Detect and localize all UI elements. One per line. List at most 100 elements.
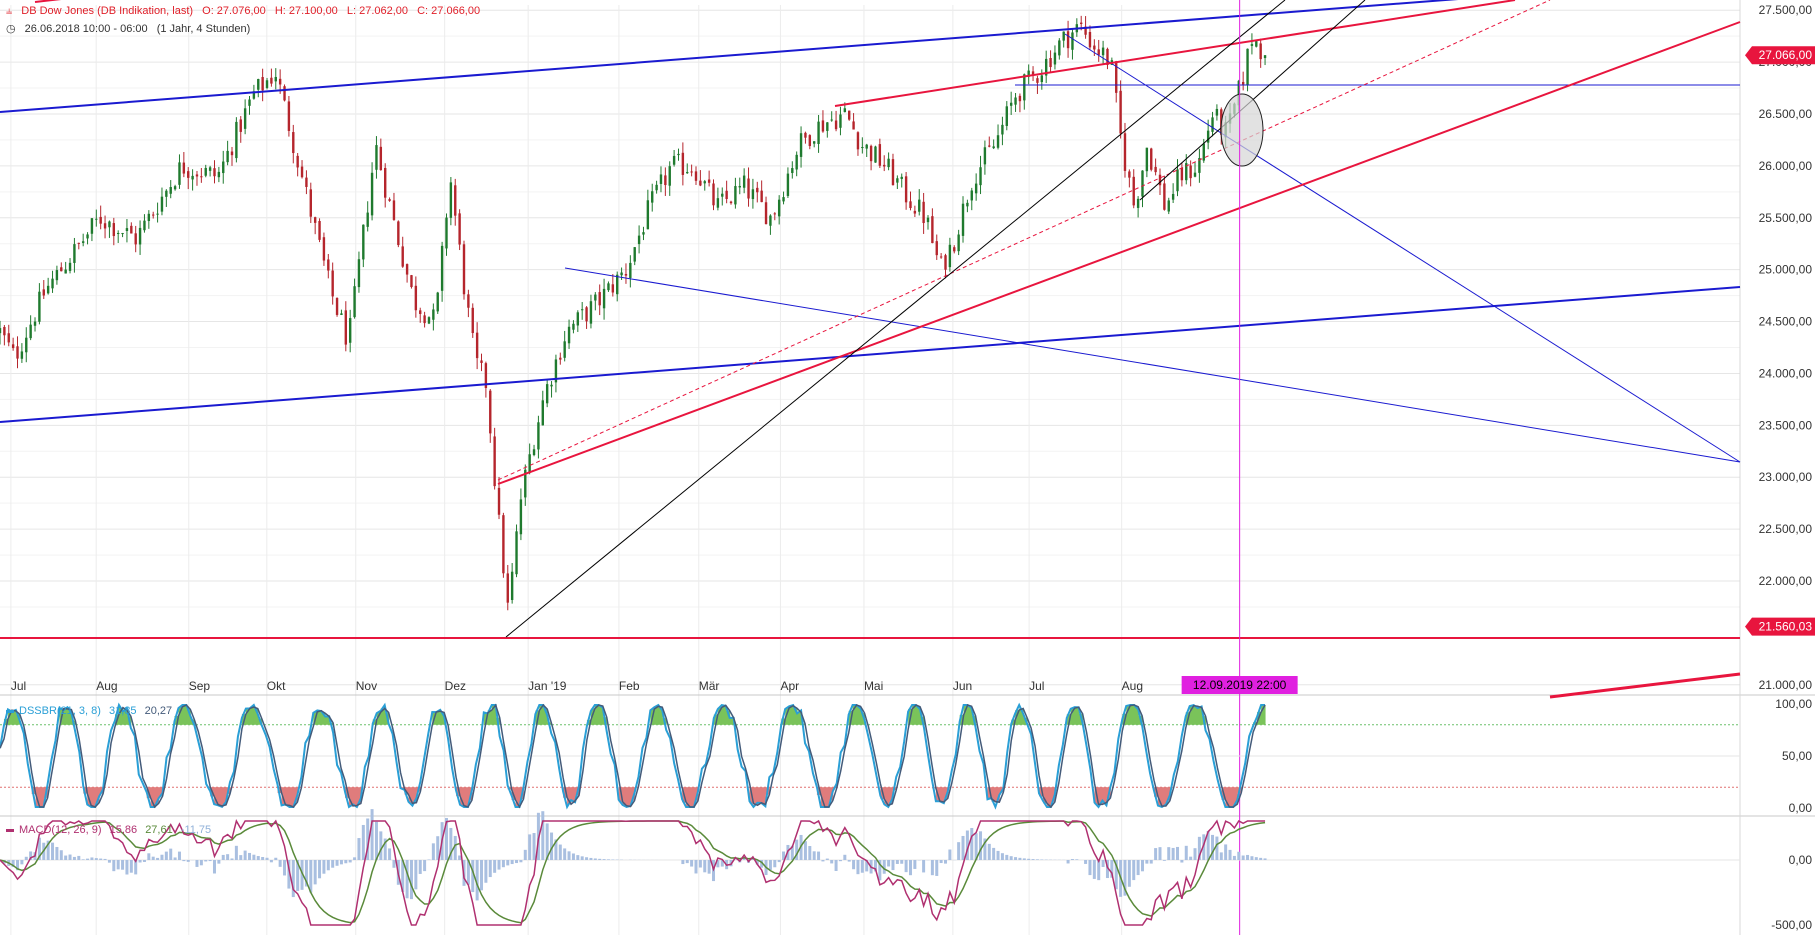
macd-hist-bar xyxy=(11,860,15,868)
candle-body xyxy=(1040,75,1044,83)
macd-legend[interactable]: MACD(12, 26, 9) 15,86 27,61 -11,75 xyxy=(6,824,216,836)
candle-body xyxy=(331,270,334,297)
macd-hist-bar xyxy=(300,860,304,890)
candle-body xyxy=(458,213,461,245)
candle-body xyxy=(388,199,391,201)
stoch-axis-label: 100,00 xyxy=(1775,697,1812,711)
macd-hist-bar xyxy=(55,846,59,860)
candle-body xyxy=(686,171,689,174)
macd-hist-bar xyxy=(475,860,479,901)
stoch-oversold-fill xyxy=(693,787,699,801)
red-dashed-trendline xyxy=(497,0,1551,481)
macd-hist-bar xyxy=(1014,857,1018,860)
macd-hist-bar xyxy=(900,860,904,864)
macd-hist-bar xyxy=(379,831,383,860)
macd-hist-bar xyxy=(690,860,694,867)
macd-hist-bar xyxy=(471,860,475,893)
stoch-oversold-fill xyxy=(408,787,413,804)
stoch-overbought-fill xyxy=(186,709,191,725)
candle-body xyxy=(178,162,181,185)
candle-body xyxy=(1202,143,1205,161)
macd-hist-bar xyxy=(318,860,322,879)
macd-hist-bar xyxy=(1149,860,1153,864)
blue-downtrend-line-2 xyxy=(1064,33,1741,463)
stoch-overbought-fill xyxy=(7,710,13,725)
macd-hist-bar xyxy=(1176,846,1180,860)
macd-hist-bar xyxy=(322,860,326,874)
candle-body xyxy=(484,363,488,388)
x-axis-month-label: Jul xyxy=(11,679,26,693)
candle-body xyxy=(243,108,247,129)
candle-body xyxy=(357,259,361,288)
macd-hist-bar xyxy=(589,857,593,860)
macd-hist-bar xyxy=(112,860,116,872)
macd-hist-bar xyxy=(545,823,549,860)
candle-body xyxy=(620,272,623,276)
candle-body xyxy=(791,168,794,174)
macd-hist-bar xyxy=(983,838,987,860)
chart-type-icon[interactable]: ⫨ xyxy=(6,5,13,17)
stoch-overbought-fill xyxy=(1197,707,1203,725)
stoch-overbought-fill xyxy=(856,706,862,725)
candle-body xyxy=(856,132,860,150)
candle-body xyxy=(944,255,947,270)
candle-body xyxy=(572,323,575,330)
candle-body xyxy=(493,436,496,487)
candle-body xyxy=(1014,97,1017,105)
candle-body xyxy=(1128,171,1131,178)
candle-body xyxy=(1001,124,1004,135)
candle-body xyxy=(248,99,251,106)
red-trendline-below-axis xyxy=(1549,672,1741,699)
candle-body xyxy=(467,294,470,308)
candle-body xyxy=(1193,172,1197,177)
macd-hist-bar xyxy=(563,848,567,860)
macd-hist-bar xyxy=(86,858,90,860)
stoch-oversold-fill xyxy=(690,787,695,807)
candle-body xyxy=(38,291,41,322)
stoch-overbought-fill xyxy=(67,709,72,725)
macd-hist-bar xyxy=(965,830,969,860)
macd-hist-bar xyxy=(580,856,584,860)
macd-hist-bar xyxy=(1088,860,1092,876)
candle-body xyxy=(664,175,667,186)
candle-body xyxy=(1198,157,1201,173)
macd-hist-bar xyxy=(164,851,168,860)
stoch-oversold-fill xyxy=(463,787,469,807)
stoch-overbought-fill xyxy=(658,707,663,725)
stoch-overbought-fill xyxy=(793,708,798,725)
macd-hist-bar xyxy=(129,860,133,873)
candle-body xyxy=(747,178,750,199)
candle-body xyxy=(506,573,509,603)
stoch-overbought-fill xyxy=(797,712,802,725)
macd-hist-bar xyxy=(812,851,816,860)
stoch-oversold-fill xyxy=(622,787,628,806)
macd-hist-bar xyxy=(1136,860,1140,876)
macd-hist-bar xyxy=(283,860,287,876)
macd-hist-bar xyxy=(405,860,409,899)
stoch-oversold-fill xyxy=(816,787,822,796)
candle-body xyxy=(1180,167,1184,181)
macd-hist-bar xyxy=(838,860,842,862)
candle-body xyxy=(1036,78,1039,83)
macd-hist-bar xyxy=(1211,834,1215,860)
candle-body xyxy=(585,307,588,322)
candle-body xyxy=(16,346,19,359)
macd-hist-bar xyxy=(24,856,28,860)
y-axis-tick-label: 27.500,00 xyxy=(1759,3,1813,17)
macd-hist-bar xyxy=(554,839,558,860)
stoch-oversold-fill xyxy=(753,787,758,806)
stoch-axis-label: 50,00 xyxy=(1782,749,1812,763)
candle-body xyxy=(1259,43,1262,60)
candle-body xyxy=(427,317,431,324)
candle-body xyxy=(1023,74,1026,101)
candle-body xyxy=(1167,200,1170,212)
stoch-legend[interactable]: DSSBR(21, 3, 8) 31,85 20,27 xyxy=(6,705,177,717)
macd-hist-bar xyxy=(790,845,794,860)
candle-body xyxy=(419,310,422,314)
candle-body xyxy=(1145,147,1149,172)
stoch-overbought-fill xyxy=(487,710,493,725)
macd-hist-bar xyxy=(1075,859,1079,860)
candle-body xyxy=(222,161,225,174)
candle-body xyxy=(1215,108,1219,116)
